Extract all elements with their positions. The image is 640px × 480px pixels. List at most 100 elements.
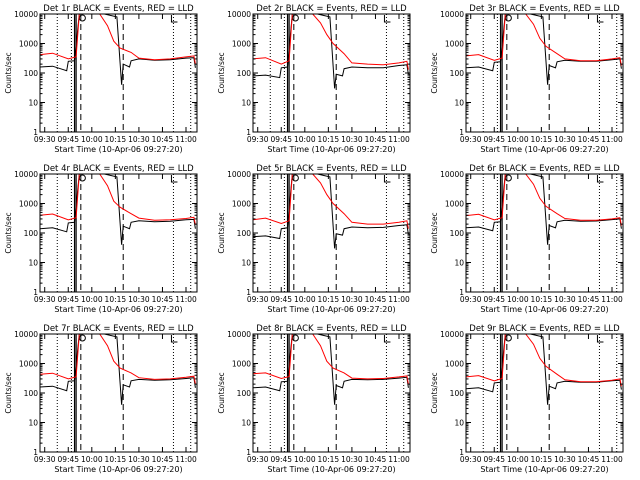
- x-tick-label: 09:45: [270, 455, 292, 464]
- bracket-marker: [383, 175, 391, 183]
- y-tick-label: 10: [28, 259, 38, 268]
- y-tick-label: 100: [450, 69, 465, 78]
- x-tick-label: 11:00: [388, 455, 410, 464]
- circle-marker: [78, 14, 86, 22]
- x-tick-label: 10:45: [365, 135, 387, 144]
- panel-title: Det 6r BLACK = Events, RED = LLD: [469, 164, 620, 174]
- x-tick-label: 10:30: [128, 135, 150, 144]
- bracket-marker: [170, 175, 178, 183]
- plot-frame: [252, 333, 411, 453]
- x-axis-label: Start Time (10-Apr-06 09:27:20): [267, 145, 395, 154]
- x-tick-label: 10:30: [128, 295, 150, 304]
- x-tick-label: 10:30: [341, 135, 363, 144]
- y-tick-label: 1: [246, 448, 251, 457]
- x-tick-label: 11:00: [175, 455, 197, 464]
- circle-marker: [78, 334, 86, 342]
- y-tick-label: 10: [241, 99, 251, 108]
- x-axis-label: Start Time (10-Apr-06 09:27:20): [267, 465, 395, 474]
- series-line-lld: [466, 14, 622, 66]
- y-axis-label: Counts/sec: [4, 372, 13, 413]
- series-line-events: [253, 14, 409, 89]
- x-axis-label: Start Time (10-Apr-06 09:27:20): [54, 465, 182, 474]
- x-tick-label: 10:30: [341, 455, 363, 464]
- y-tick-label: 100: [237, 69, 252, 78]
- x-tick-label: 10:00: [294, 135, 316, 144]
- x-tick-label: 09:45: [57, 135, 79, 144]
- y-tick-label: 1000: [232, 360, 251, 369]
- x-tick-label: 10:45: [152, 135, 174, 144]
- x-tick-label: 10:45: [365, 455, 387, 464]
- panel-title: Det 9r BLACK = Events, RED = LLD: [469, 324, 620, 334]
- y-axis-label: Counts/sec: [4, 52, 13, 93]
- x-axis-label: Start Time (10-Apr-06 09:27:20): [480, 145, 608, 154]
- x-tick-label: 10:00: [81, 135, 103, 144]
- panel-title: Det 4r BLACK = Events, RED = LLD: [43, 164, 194, 174]
- detector-panel-1: Det 1r BLACK = Events, RED = LLD 1 10 100 10…: [4, 4, 198, 154]
- y-tick-label: 1: [459, 128, 464, 137]
- bracket-marker: [383, 335, 391, 343]
- series-line-events: [253, 334, 409, 405]
- x-tick-label: 10:45: [152, 295, 174, 304]
- y-tick-label: 100: [24, 69, 39, 78]
- series-line-lld: [40, 174, 196, 225]
- y-tick-label: 10000: [14, 170, 38, 179]
- series-line-events: [40, 14, 196, 85]
- panel-title: Det 1r BLACK = Events, RED = LLD: [43, 4, 194, 14]
- y-tick-label: 10000: [227, 330, 251, 339]
- circle-marker: [291, 334, 299, 342]
- x-tick-label: 09:45: [270, 295, 292, 304]
- bracket-marker: [596, 15, 604, 23]
- detector-panel-3: Det 3r BLACK = Events, RED = LLD 1 10 100 10…: [430, 4, 624, 154]
- y-tick-label: 1000: [445, 40, 464, 49]
- y-tick-label: 100: [450, 229, 465, 238]
- plot-frame: [39, 13, 198, 133]
- y-axis-label: Counts/sec: [217, 52, 226, 93]
- x-tick-label: 10:15: [105, 295, 127, 304]
- x-tick-label: 11:00: [388, 135, 410, 144]
- y-tick-label: 100: [237, 229, 252, 238]
- y-tick-label: 1: [459, 448, 464, 457]
- x-tick-label: 10:15: [105, 135, 127, 144]
- circle-marker: [504, 174, 512, 182]
- series-line-events: [40, 174, 196, 245]
- x-tick-label: 10:45: [365, 295, 387, 304]
- plot-frame: [465, 173, 624, 293]
- detector-panel-8: Det 8r BLACK = Events, RED = LLD 1 10 100 10…: [217, 324, 411, 474]
- x-tick-label: 10:15: [531, 455, 553, 464]
- x-tick-label: 11:00: [388, 295, 410, 304]
- plot-frame: [465, 333, 624, 453]
- x-tick-label: 10:45: [578, 455, 600, 464]
- series-line-events: [40, 334, 196, 405]
- x-tick-label: 09:30: [247, 455, 269, 464]
- y-tick-label: 10000: [227, 10, 251, 19]
- x-tick-label: 11:00: [601, 295, 623, 304]
- series-line-lld: [253, 174, 409, 229]
- y-tick-label: 1000: [232, 40, 251, 49]
- bracket-marker: [596, 175, 604, 183]
- y-tick-label: 10000: [14, 10, 38, 19]
- series-line-lld: [253, 14, 409, 70]
- y-tick-label: 1000: [232, 200, 251, 209]
- panel-title: Det 7r BLACK = Events, RED = LLD: [43, 324, 194, 334]
- y-tick-label: 10000: [227, 170, 251, 179]
- plot-frame: [39, 173, 198, 293]
- x-tick-label: 09:45: [483, 455, 505, 464]
- y-tick-label: 1: [33, 288, 38, 297]
- y-tick-label: 100: [24, 229, 39, 238]
- y-tick-label: 1000: [445, 360, 464, 369]
- x-tick-label: 10:30: [554, 135, 576, 144]
- x-tick-label: 10:00: [294, 295, 316, 304]
- x-tick-label: 10:45: [152, 455, 174, 464]
- plot-frame: [252, 13, 411, 133]
- y-tick-label: 10: [454, 419, 464, 428]
- x-axis-label: Start Time (10-Apr-06 09:27:20): [54, 305, 182, 314]
- x-axis-label: Start Time (10-Apr-06 09:27:20): [480, 305, 608, 314]
- x-tick-label: 10:00: [507, 295, 529, 304]
- x-tick-label: 10:45: [578, 135, 600, 144]
- y-axis-label: Counts/sec: [430, 52, 439, 93]
- x-axis-label: Start Time (10-Apr-06 09:27:20): [54, 145, 182, 154]
- x-tick-label: 09:30: [247, 295, 269, 304]
- y-axis-label: Counts/sec: [430, 372, 439, 413]
- y-tick-label: 10000: [440, 170, 464, 179]
- x-tick-label: 10:00: [294, 455, 316, 464]
